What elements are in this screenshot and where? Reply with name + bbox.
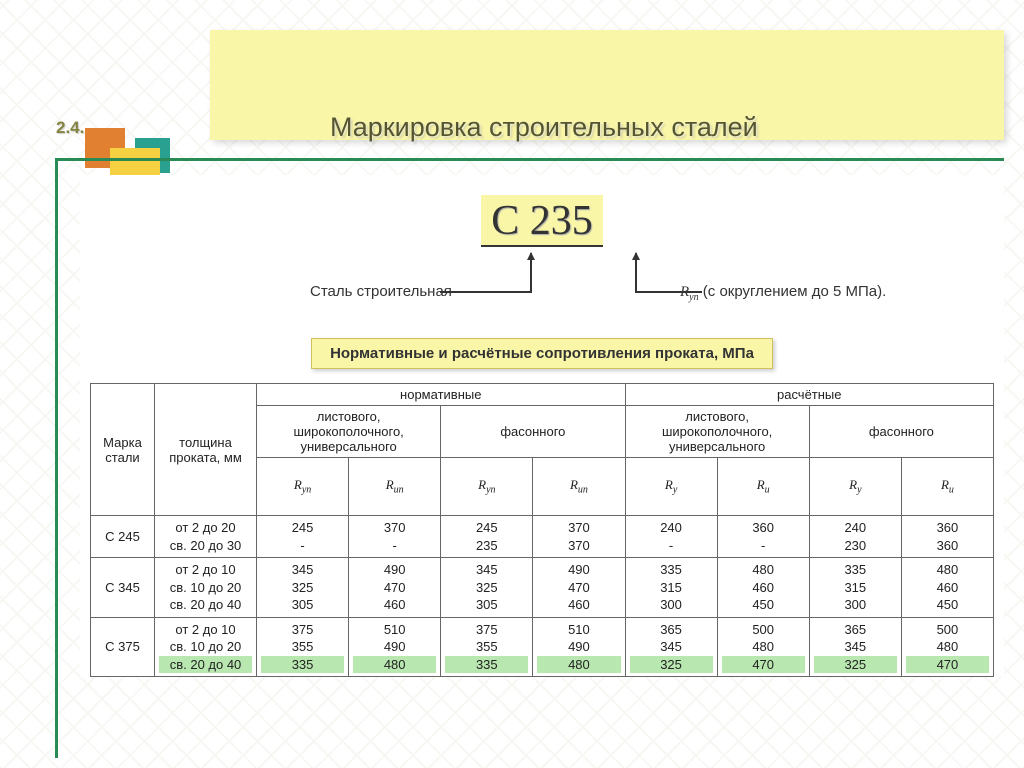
annotation-right-label: Rуп (с округлением до 5 МПа). <box>680 283 886 303</box>
cell-thickness: от 2 до 10св. 10 до 20св. 20 до 40 <box>155 617 257 677</box>
th-sym-ry2: Rу <box>809 458 901 516</box>
resistance-table: Марка стали толщина проката, мм норматив… <box>90 383 994 677</box>
cell-value: 365345325 <box>809 617 901 677</box>
arrow-left-horizontal <box>440 291 530 293</box>
cell-value: 345325305 <box>257 558 349 618</box>
table-body: С 245от 2 до 20св. 20 до 30245-370-24523… <box>91 516 994 677</box>
cell-value: 490470460 <box>349 558 441 618</box>
th-sym-ru: Rи <box>717 458 809 516</box>
cell-value: 245235 <box>441 516 533 558</box>
page-title: Маркировка строительных сталей <box>330 112 758 143</box>
cell-value: 370- <box>349 516 441 558</box>
table-row: С 245от 2 до 20св. 20 до 30245-370-24523… <box>91 516 994 558</box>
table-row: С 375от 2 до 10св. 10 до 20св. 20 до 403… <box>91 617 994 677</box>
cell-value: 240230 <box>809 516 901 558</box>
cell-value: 510490480 <box>533 617 625 677</box>
cell-value: 500480470 <box>717 617 809 677</box>
cell-thickness: от 2 до 20св. 20 до 30 <box>155 516 257 558</box>
cell-value: 480460450 <box>717 558 809 618</box>
table-title: Нормативные и расчётные сопротивления пр… <box>311 338 773 369</box>
cell-mark: С 375 <box>91 617 155 677</box>
steel-code: С 235 <box>481 195 603 247</box>
arrow-right-vertical <box>635 253 637 293</box>
cell-value: 490470460 <box>533 558 625 618</box>
cell-mark: С 345 <box>91 558 155 618</box>
th-sym-run: Rип <box>349 458 441 516</box>
decorative-squares <box>80 120 190 180</box>
th-sym-ryn2: Rуп <box>441 458 533 516</box>
th-sym-ryn: Rуп <box>257 458 349 516</box>
cell-value: 360- <box>717 516 809 558</box>
table-head: Марка стали толщина проката, мм норматив… <box>91 384 994 516</box>
th-group-normative: нормативные <box>257 384 626 406</box>
horizontal-rule <box>55 158 1004 161</box>
arrow-left-vertical <box>530 253 532 293</box>
cell-value: 335315300 <box>625 558 717 618</box>
th-mark: Марка стали <box>91 384 155 516</box>
cell-value: 375355335 <box>257 617 349 677</box>
cell-value: 480460450 <box>901 558 993 618</box>
th-norm-sheet: листового, широкополочного, универсально… <box>257 406 441 458</box>
cell-value: 345325305 <box>441 558 533 618</box>
vertical-rule <box>55 158 58 758</box>
th-norm-profile: фасонного <box>441 406 625 458</box>
cell-value: 360360 <box>901 516 993 558</box>
th-sym-ru2: Rи <box>901 458 993 516</box>
section-number: 2.4. <box>56 118 84 138</box>
th-group-calculated: расчётные <box>625 384 994 406</box>
cell-value: 510490480 <box>349 617 441 677</box>
cell-mark: С 245 <box>91 516 155 558</box>
annotation-right-text: (с округлением до 5 МПа). <box>699 283 887 300</box>
annotation-arrows: Сталь строительная Rуп (с округлением до… <box>90 253 994 318</box>
cell-value: 245- <box>257 516 349 558</box>
content-area: С 235 Сталь строительная Rуп (с округлен… <box>80 175 1004 677</box>
annotation-left-label: Сталь строительная <box>310 283 452 300</box>
cell-value: 365345325 <box>625 617 717 677</box>
cell-value: 240- <box>625 516 717 558</box>
th-calc-profile: фасонного <box>809 406 993 458</box>
th-calc-sheet: листового, широкополочного, универсально… <box>625 406 809 458</box>
th-sym-run2: Rип <box>533 458 625 516</box>
th-sym-ry: Rу <box>625 458 717 516</box>
cell-value: 335315300 <box>809 558 901 618</box>
annotation-right-symbol: Rуп <box>680 284 699 300</box>
cell-thickness: от 2 до 10св. 10 до 20св. 20 до 40 <box>155 558 257 618</box>
table-row: С 345от 2 до 10св. 10 до 20св. 20 до 403… <box>91 558 994 618</box>
cell-value: 375355335 <box>441 617 533 677</box>
cell-value: 370370 <box>533 516 625 558</box>
cell-value: 500480470 <box>901 617 993 677</box>
th-thickness: толщина проката, мм <box>155 384 257 516</box>
